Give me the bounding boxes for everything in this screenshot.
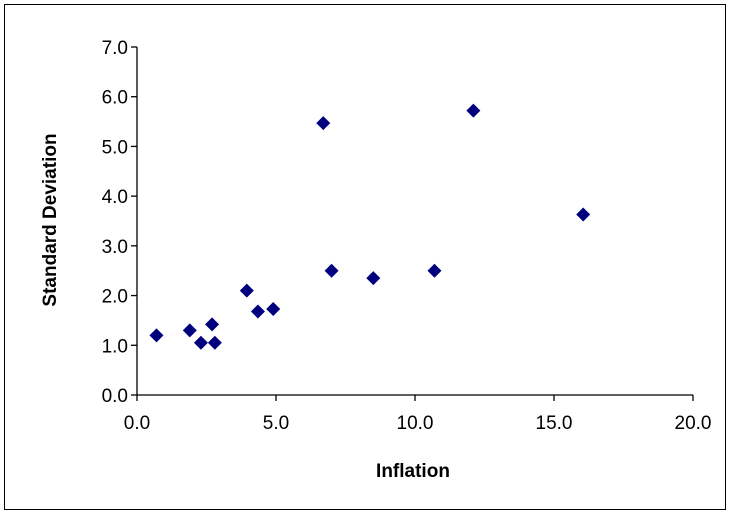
x-tick-label: 0.0	[124, 413, 150, 434]
y-tick-label: 3.0	[102, 237, 128, 258]
data-point	[149, 328, 164, 343]
data-point	[316, 116, 331, 131]
data-point	[207, 335, 222, 350]
data-point	[266, 301, 281, 316]
data-point	[427, 263, 442, 278]
scatter-chart: 0.0 5.0 10.0 15.0 20.0 0.0 1.0 2.0 3.0 4.0 5.0 6.0 7…	[40, 38, 712, 482]
data-point	[576, 207, 591, 222]
data-point	[193, 335, 208, 350]
x-tick-label: 10.0	[397, 413, 434, 434]
data-point	[205, 317, 220, 332]
y-tick-label: 6.0	[102, 88, 128, 109]
data-points	[149, 103, 591, 350]
axes: 0.0 5.0 10.0 15.0 20.0 0.0 1.0 2.0 3.0 4.0 5.0 6.0 7…	[102, 38, 712, 434]
data-point	[182, 323, 197, 338]
x-tick-label: 5.0	[263, 413, 289, 434]
data-point	[466, 103, 481, 118]
y-axis-title: Standard Deviation	[40, 133, 61, 306]
data-point	[324, 263, 339, 278]
y-tick-label: 0.0	[102, 386, 128, 407]
chart-frame: 0.0 5.0 10.0 15.0 20.0 0.0 1.0 2.0 3.0 4.0 5.0 6.0 7…	[4, 4, 726, 510]
data-point	[366, 271, 381, 286]
data-point	[239, 283, 254, 298]
y-tick-label: 4.0	[102, 187, 128, 208]
y-tick-label: 1.0	[102, 336, 128, 357]
x-axis-title: Inflation	[376, 461, 450, 482]
x-tick-label: 15.0	[536, 413, 573, 434]
data-point	[250, 304, 265, 319]
x-tick-label: 20.0	[675, 413, 712, 434]
y-tick-label: 2.0	[102, 287, 128, 308]
y-tick-label: 5.0	[102, 137, 128, 158]
y-tick-label: 7.0	[102, 38, 128, 59]
